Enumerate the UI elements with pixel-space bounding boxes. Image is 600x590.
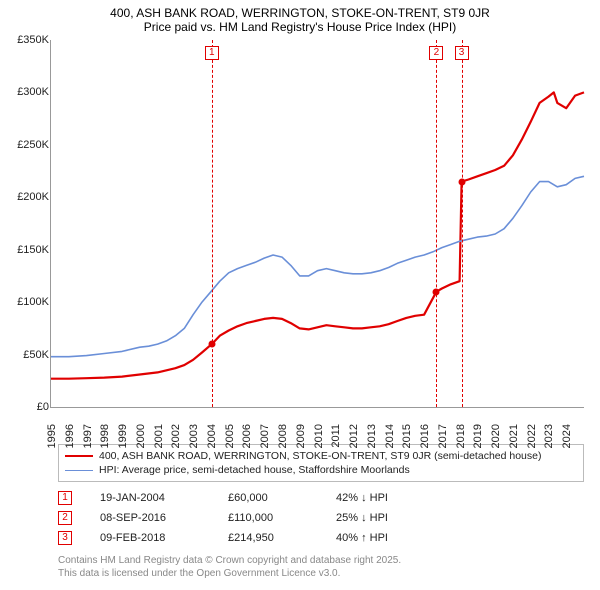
legend-swatch [65,455,93,457]
sale-point [433,288,440,295]
y-tick-label: £250K [17,139,51,151]
chart-title-line1: 400, ASH BANK ROAD, WERRINGTON, STOKE-ON… [8,6,592,20]
event-marker: 1 [58,491,72,505]
event-hpi: 25% ↓ HPI [336,512,426,524]
legend: 400, ASH BANK ROAD, WERRINGTON, STOKE-ON… [58,444,584,482]
event-list: 1 19-JAN-2004 £60,000 42% ↓ HPI 2 08-SEP-2016… [58,488,584,548]
x-tick-label: 2012 [348,424,360,448]
event-marker-box: 3 [455,46,469,60]
legend-label: 400, ASH BANK ROAD, WERRINGTON, STOKE-ON… [99,450,541,462]
x-tick-label: 2011 [330,424,342,448]
x-tick-label: 2018 [455,424,467,448]
event-row: 1 19-JAN-2004 £60,000 42% ↓ HPI [58,488,584,508]
x-tick-label: 1999 [117,424,129,448]
y-tick-label: £350K [17,34,51,46]
event-date: 19-JAN-2004 [100,492,200,504]
event-date: 09-FEB-2018 [100,532,200,544]
event-vline [436,40,437,407]
x-tick-label: 1998 [99,424,111,448]
event-row: 3 09-FEB-2018 £214,950 40% ↑ HPI [58,528,584,548]
footer-attribution: Contains HM Land Registry data © Crown c… [58,554,584,580]
event-hpi: 42% ↓ HPI [336,492,426,504]
line-svg [51,40,584,407]
x-tick-label: 2010 [313,424,325,448]
event-marker: 2 [58,511,72,525]
x-tick-label: 2003 [188,424,200,448]
plot-region: £0£50K£100K£150K£200K£250K£300K£350K123 [50,40,584,408]
x-tick-label: 2022 [526,424,538,448]
y-tick-label: £200K [17,191,51,203]
event-marker-box: 2 [429,46,443,60]
series-price_paid [51,92,584,378]
event-row: 2 08-SEP-2016 £110,000 25% ↓ HPI [58,508,584,528]
event-price: £60,000 [228,492,308,504]
x-tick-label: 1997 [82,424,94,448]
x-tick-label: 2008 [277,424,289,448]
x-tick-label: 2000 [135,424,147,448]
event-marker-box: 1 [205,46,219,60]
sale-point [208,341,215,348]
event-price: £214,950 [228,532,308,544]
x-tick-label: 2019 [472,424,484,448]
event-vline [462,40,463,407]
legend-row: HPI: Average price, semi-detached house,… [65,463,577,477]
event-price: £110,000 [228,512,308,524]
x-tick-label: 2013 [366,424,378,448]
event-vline [212,40,213,407]
y-tick-label: £0 [37,401,51,413]
x-tick-label: 2020 [490,424,502,448]
footer-line1: Contains HM Land Registry data © Crown c… [58,554,584,567]
x-tick-label: 2016 [419,424,431,448]
x-tick-label: 2009 [295,424,307,448]
y-tick-label: £150K [17,244,51,256]
x-tick-label: 2021 [508,424,520,448]
x-tick-label: 2005 [224,424,236,448]
x-tick-label: 2002 [170,424,182,448]
x-tick-label: 2014 [384,424,396,448]
y-tick-label: £50K [23,349,51,361]
legend-swatch [65,470,93,471]
y-tick-label: £300K [17,86,51,98]
x-tick-label: 2004 [206,424,218,448]
x-tick-label: 2023 [543,424,555,448]
series-hpi [51,176,584,356]
event-marker: 3 [58,531,72,545]
event-hpi: 40% ↑ HPI [336,532,426,544]
footer-line2: This data is licensed under the Open Gov… [58,567,584,580]
x-tick-label: 2017 [437,424,449,448]
x-tick-label: 2001 [153,424,165,448]
x-tick-label: 2006 [241,424,253,448]
x-tick-label: 2015 [401,424,413,448]
x-tick-label: 2007 [259,424,271,448]
x-tick-label: 2024 [561,424,573,448]
chart-container: 400, ASH BANK ROAD, WERRINGTON, STOKE-ON… [0,0,600,590]
x-axis-ticks: 1995199619971998199920002001200220032004… [50,408,584,436]
sale-point [458,178,465,185]
x-tick-label: 1995 [46,424,58,448]
chart-title-line2: Price paid vs. HM Land Registry's House … [8,20,592,34]
y-tick-label: £100K [17,296,51,308]
legend-label: HPI: Average price, semi-detached house,… [99,464,410,476]
chart-area: £0£50K£100K£150K£200K£250K£300K£350K123 … [12,40,584,436]
x-tick-label: 1996 [64,424,76,448]
event-date: 08-SEP-2016 [100,512,200,524]
legend-row: 400, ASH BANK ROAD, WERRINGTON, STOKE-ON… [65,449,577,463]
